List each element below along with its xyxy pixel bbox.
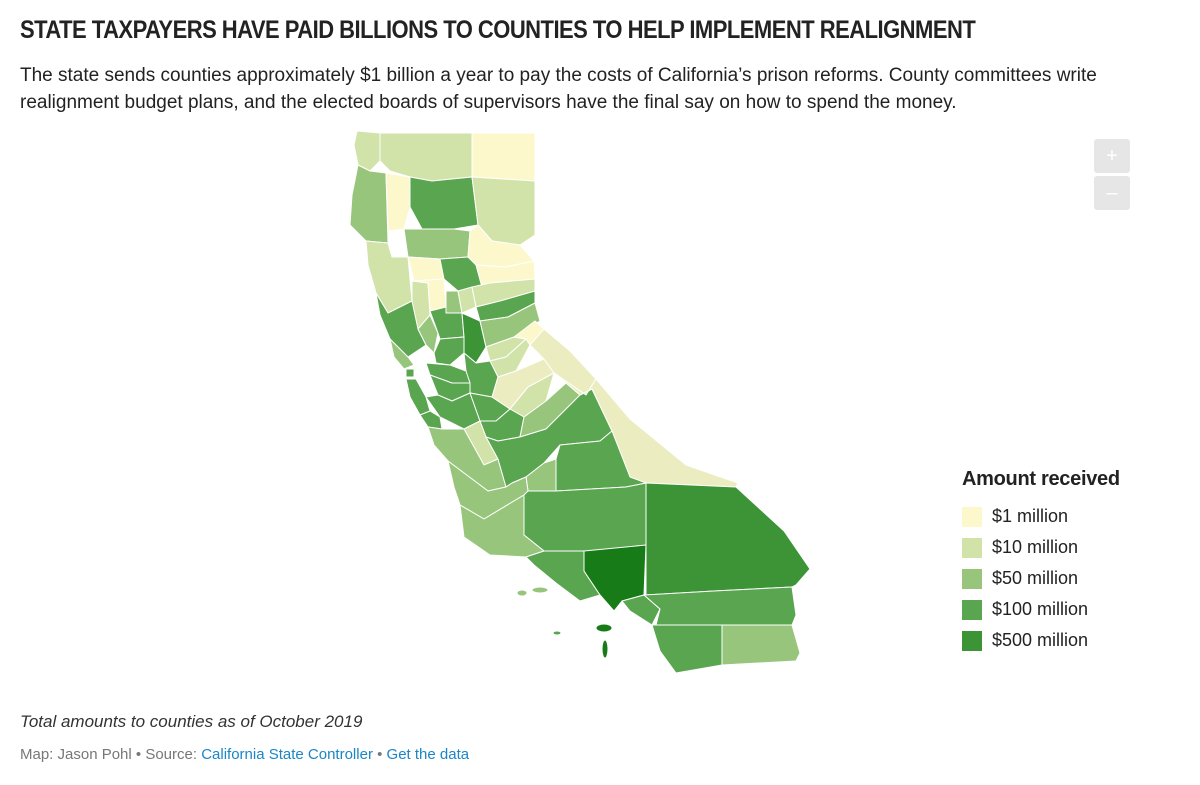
footnote: Total amounts to counties as of October … bbox=[20, 712, 363, 731]
county-napa[interactable] bbox=[417, 314, 439, 354]
get-data-link[interactable]: Get the data bbox=[386, 746, 470, 763]
source-link[interactable]: California State Controller bbox=[201, 746, 373, 763]
island-santa-rosa[interactable] bbox=[516, 589, 528, 597]
county-kern[interactable] bbox=[523, 482, 647, 552]
legend-item: $1 million bbox=[962, 501, 1120, 532]
page-title: STATE TAXPAYERS HAVE PAID BILLIONS TO CO… bbox=[20, 16, 976, 44]
county-san-bernardino[interactable] bbox=[645, 482, 811, 596]
county-orange[interactable] bbox=[621, 594, 661, 626]
legend-label: $100 million bbox=[992, 599, 1089, 619]
legend: Amount received $1 million $10 million $… bbox=[962, 468, 1120, 656]
legend-item: $500 million bbox=[962, 625, 1120, 656]
legend-item: $100 million bbox=[962, 594, 1120, 625]
legend-swatch bbox=[962, 506, 982, 527]
county-glenn[interactable] bbox=[407, 256, 445, 282]
legend-swatch bbox=[962, 537, 982, 558]
county-humboldt[interactable] bbox=[349, 164, 389, 244]
credits: Map: Jason Pohl • Source: California Sta… bbox=[20, 746, 469, 763]
credit-prefix: Map: Jason Pohl • Source: bbox=[20, 746, 202, 763]
island-catalina[interactable] bbox=[595, 623, 613, 633]
county-modoc[interactable] bbox=[471, 132, 536, 182]
legend-item: $10 million bbox=[962, 532, 1120, 563]
island-san-clemente[interactable] bbox=[601, 639, 609, 659]
legend-swatch bbox=[962, 630, 982, 651]
county-mendocino[interactable] bbox=[365, 240, 413, 314]
county-santa-cruz[interactable] bbox=[419, 410, 443, 430]
legend-label: $1 million bbox=[992, 506, 1069, 526]
island-santa-cruz[interactable] bbox=[531, 586, 549, 594]
county-trinity[interactable] bbox=[385, 172, 411, 232]
legend-swatch bbox=[962, 568, 982, 589]
county-san-francisco[interactable] bbox=[405, 368, 415, 378]
map-svg[interactable] bbox=[330, 125, 830, 685]
county-solano[interactable] bbox=[433, 336, 465, 366]
legend-title: Amount received bbox=[962, 468, 1120, 490]
county-shasta[interactable] bbox=[409, 176, 479, 230]
island-san-nicolas[interactable] bbox=[552, 630, 562, 636]
credit-separator: • bbox=[372, 746, 387, 763]
county-imperial[interactable] bbox=[721, 624, 801, 666]
county-san-diego[interactable] bbox=[651, 624, 723, 674]
page-subtitle: The state sends counties approximately $… bbox=[20, 65, 1097, 113]
legend-item: $50 million bbox=[962, 563, 1120, 594]
legend-label: $50 million bbox=[992, 568, 1079, 588]
county-tehama[interactable] bbox=[403, 228, 471, 260]
zoom-in-button[interactable]: + bbox=[1094, 139, 1130, 173]
county-marin[interactable] bbox=[389, 338, 415, 370]
legend-swatch bbox=[962, 599, 982, 620]
legend-label: $500 million bbox=[992, 630, 1089, 650]
zoom-out-button[interactable]: – bbox=[1094, 176, 1130, 210]
legend-label: $10 million bbox=[992, 537, 1079, 557]
california-map[interactable] bbox=[330, 125, 830, 685]
